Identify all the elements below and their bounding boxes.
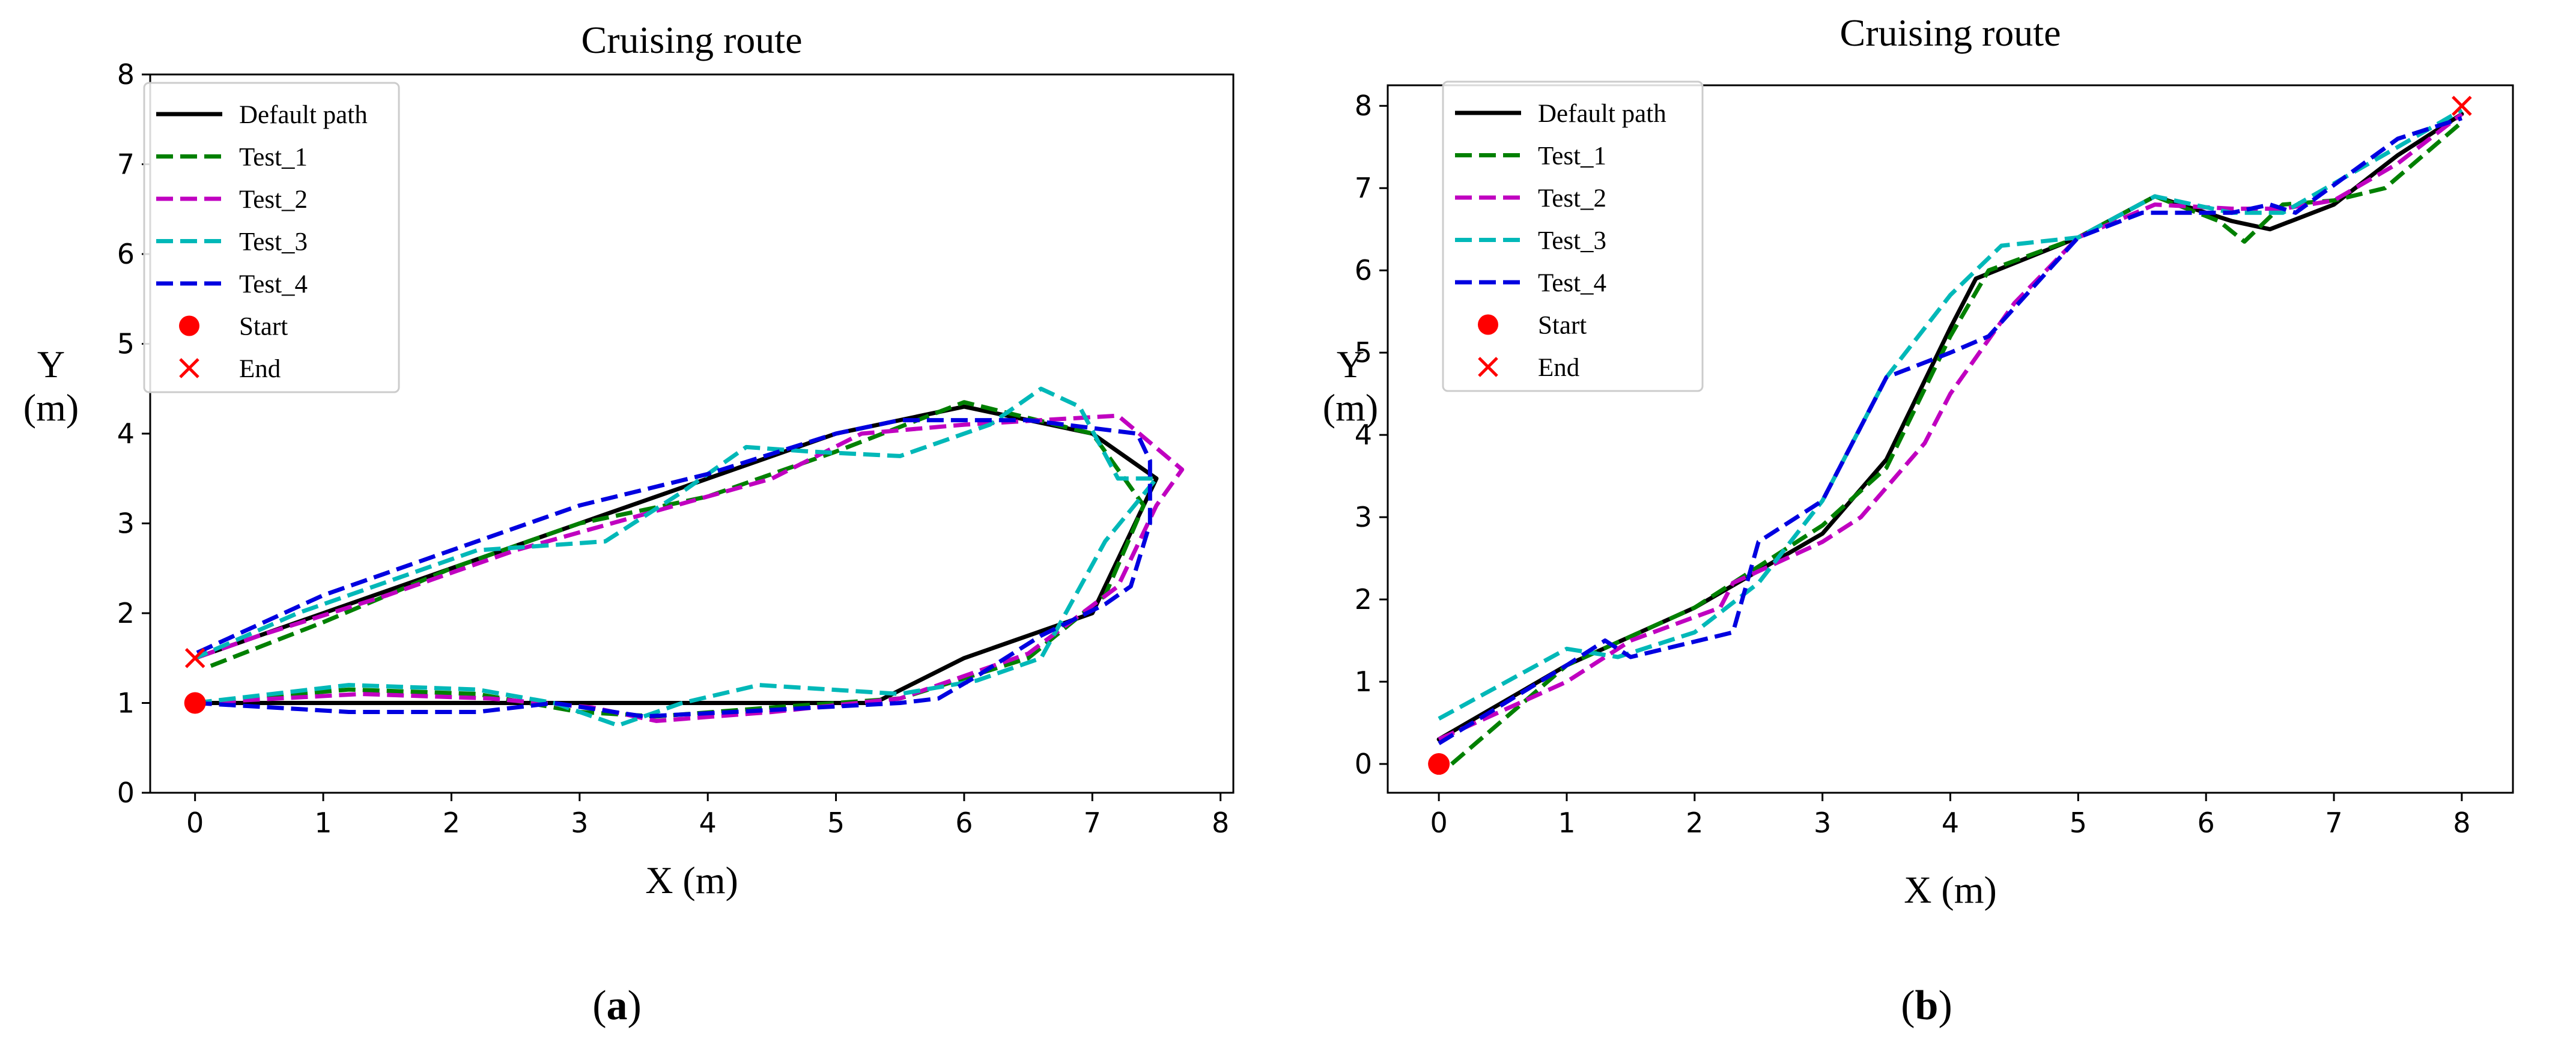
y-tick-label: 3 [117,507,135,540]
y-axis-label-line2: (m) [1323,386,1378,429]
legend-label-end: End [239,355,281,383]
x-tick-label: 2 [443,807,460,839]
x-tick-label: 1 [314,807,332,839]
panel-label: (b) [1901,983,1952,1029]
end-marker [2452,95,2472,117]
y-axis-label-line1: Y [37,343,65,386]
y-tick-label: 5 [117,328,135,360]
legend-label-test-1: Test_1 [239,144,308,172]
x-tick-label: 6 [955,807,973,839]
y-tick-label: 4 [117,417,135,450]
x-tick-label: 4 [699,807,717,839]
chart-title: Cruising route [582,19,803,61]
panel-label: (a) [592,983,642,1029]
legend-label-test-1: Test_1 [1538,142,1606,171]
y-tick-label: 2 [117,597,135,629]
legend: Default path Test_1 Test_2 Test_3 Test_4 Star… [1442,80,1704,392]
x-tick-label: 4 [1942,807,1959,839]
legend-label-test-2: Test_2 [239,186,308,214]
x-tick-label: 0 [186,807,204,839]
legend-label-default-path: Default path [239,101,368,129]
panel-label-open: ( [592,983,606,1029]
x-tick-label: 7 [2325,807,2342,839]
y-tick-label: 0 [117,777,135,809]
y-tick-label: 7 [117,148,135,181]
x-tick-label: 8 [1212,807,1229,839]
y-tick-label: 4 [1355,419,1372,451]
legend-label-start: Start [239,313,288,341]
legend-label-test-3: Test_3 [239,228,308,256]
panel-label-open: ( [1901,983,1915,1029]
y-axis-label-line2: (m) [23,386,79,429]
y-tick-label: 7 [1355,172,1372,204]
legend-swatch-end [179,358,199,378]
y-tick-label: 0 [1355,748,1372,780]
chart-a: Cruising route 0 1 2 3 4 5 6 7 8 0 1 2 3 4 5 6 7 8 X (m) Y(m… [23,19,1235,1029]
chart-b: Cruising route 0 1 2 3 4 5 6 7 8 0 1 2 3 4 5 6 7 8 X (m) Y(m… [1323,11,2514,1029]
x-tick-label: 8 [2453,807,2470,839]
x-tick-label: 1 [1558,807,1575,839]
y-tick-label: 1 [1355,665,1372,698]
y-tick-label: 8 [1355,89,1372,122]
x-tick-label: 7 [1084,807,1101,839]
x-tick-label: 5 [827,807,845,839]
start-marker [184,692,206,714]
legend-label-test-2: Test_2 [1538,184,1606,213]
series-line-test-2 [1438,112,2464,742]
y-axis-label-line1: Y [1337,343,1364,386]
y-tick-label: 6 [117,238,135,270]
series-line-test-4 [194,418,1152,719]
end-marker [184,647,205,668]
legend-label-end: End [1538,354,1579,382]
series-line-test-3 [1438,108,2463,721]
panel-label-close: ) [1938,983,1952,1029]
panel-label-close: ) [628,983,642,1029]
y-tick-label: 8 [117,58,135,91]
x-tick-label: 2 [1686,807,1703,839]
series-line-test-3 [194,386,1159,728]
series-line-test-4 [1438,116,2462,745]
legend: Default path Test_1 Test_2 Test_3 Test_4 Star… [143,82,400,393]
panel-label-letter: a [607,983,628,1029]
legend-swatch-end [1478,357,1498,377]
x-tick-label: 6 [2198,807,2215,839]
legend-label-test-3: Test_3 [1538,227,1606,255]
legend-swatch-start [1478,314,1498,335]
panel-label-letter: b [1915,983,1939,1029]
x-axis-label: X (m) [1904,868,1997,911]
x-tick-label: 3 [1814,807,1831,839]
legend-label-test-4: Test_4 [239,270,308,298]
x-tick-label: 3 [571,807,588,839]
series-line-test-1 [195,400,1146,719]
y-tick-label: 6 [1355,254,1372,286]
chart-title: Cruising route [1840,11,2061,54]
y-tick-label: 2 [1355,583,1372,616]
x-axis-label: X (m) [645,859,738,901]
start-marker [1428,753,1450,775]
legend-label-start: Start [1538,312,1587,340]
x-tick-label: 0 [1430,807,1447,839]
legend-label-test-4: Test_4 [1538,269,1606,297]
legend-label-default-path: Default path [1538,100,1666,128]
y-tick-label: 5 [1355,336,1372,369]
legend-swatch-start [179,315,199,336]
y-tick-label: 1 [117,687,135,719]
y-tick-label: 3 [1355,501,1372,533]
x-tick-label: 5 [2070,807,2087,839]
